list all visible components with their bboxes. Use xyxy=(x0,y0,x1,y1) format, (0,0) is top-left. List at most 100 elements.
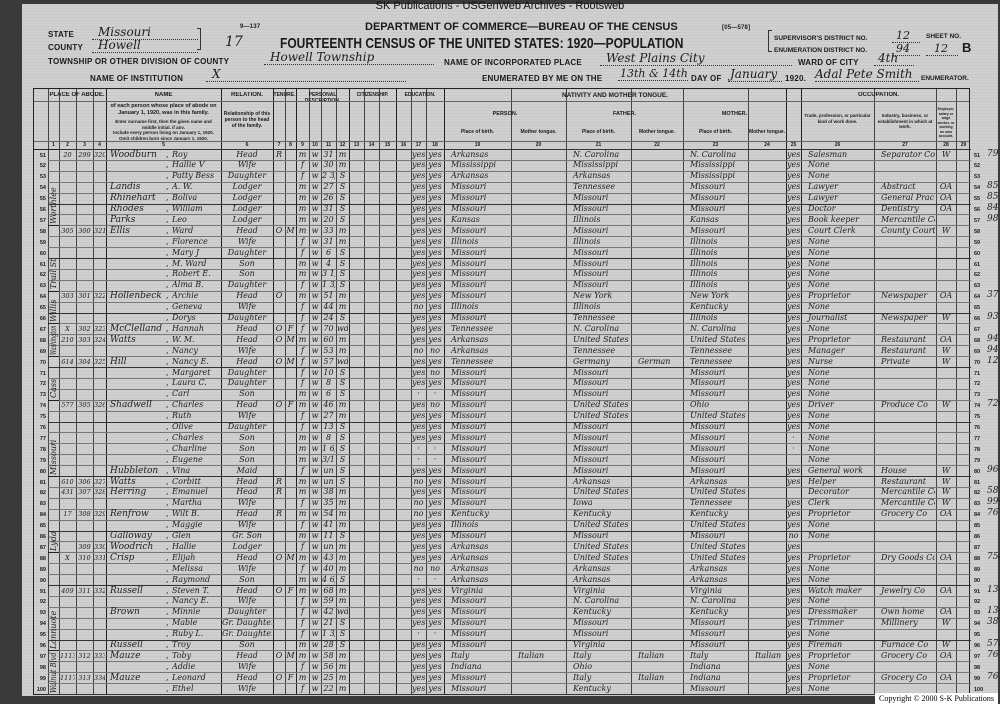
cell-age: 31 xyxy=(323,236,334,246)
street-name: Lyda xyxy=(49,531,58,551)
column-number: 5 xyxy=(162,142,165,148)
cell-age: 33 xyxy=(323,225,334,235)
cell-race: w xyxy=(311,476,319,486)
cell-wr: yes xyxy=(428,509,442,519)
cell-f: 324 xyxy=(94,335,105,344)
cell-wr: yes xyxy=(428,520,442,530)
given-name: Ruby L. xyxy=(172,629,204,639)
cell-mar: S xyxy=(339,214,346,224)
cell-d: 308 xyxy=(78,510,91,519)
cell-occ: None xyxy=(808,258,830,268)
row-divider xyxy=(48,268,971,270)
cell-eng: yes xyxy=(787,585,800,595)
cell-race: w xyxy=(311,269,319,279)
cell-bp: Kentucky xyxy=(451,509,489,519)
cell-cls: W xyxy=(941,487,951,497)
cell-rel: Lodger xyxy=(232,204,262,213)
cell-sex: m xyxy=(298,400,307,410)
cell-rd: yes xyxy=(412,247,425,257)
cell-fbp: Virginia xyxy=(573,585,606,595)
cell-ten: R xyxy=(275,149,283,159)
cell-age: 13 xyxy=(323,422,334,431)
cell-sex: f xyxy=(301,323,304,333)
cell-h: 1117 xyxy=(60,673,75,682)
cell-bp: Missouri xyxy=(451,498,487,508)
cell-eng: yes xyxy=(787,247,800,257)
cell-mort: F xyxy=(287,585,294,595)
cell-wr: · xyxy=(433,389,437,399)
page-title: FOURTEENTH CENSUS OF THE UNITED STATES: … xyxy=(280,35,684,52)
column-divider xyxy=(336,89,337,694)
cell-eng: yes xyxy=(787,422,800,431)
name-comma: , xyxy=(166,498,169,508)
column-number: 22 xyxy=(654,142,660,148)
column-divider xyxy=(396,89,397,694)
line-number-right: 74 xyxy=(974,403,981,410)
cell-bp: Missouri xyxy=(451,400,487,410)
street-divider xyxy=(48,290,59,292)
cell-race: w xyxy=(311,345,319,355)
cell-mar: S xyxy=(339,629,346,639)
cell-rd: no xyxy=(413,509,424,519)
cell-mbp: N. Carolina xyxy=(690,596,737,606)
cell-race: w xyxy=(311,509,319,519)
column-divider xyxy=(59,89,60,694)
cell-eng: yes xyxy=(787,313,800,322)
cell-mar: m xyxy=(338,291,347,301)
cell-cls: OA xyxy=(939,291,953,301)
form-number: 9—137 xyxy=(240,24,261,30)
cell-wr: yes xyxy=(428,531,442,540)
row-divider xyxy=(48,345,971,347)
cell-rd: yes xyxy=(412,214,425,224)
column-number: 2 xyxy=(66,142,69,148)
cell-cls: OA xyxy=(939,585,953,595)
cell-mar: m xyxy=(338,585,347,595)
column-header: FATHER. xyxy=(612,111,637,117)
cell-mbp: Mississippi xyxy=(690,171,736,181)
cell-f: 323 xyxy=(94,324,105,333)
cell-ind: Abstract xyxy=(881,182,916,192)
column-number: 1 xyxy=(52,142,55,148)
cell-rel: Lodger xyxy=(232,193,262,203)
cell-age: 40 xyxy=(323,563,334,573)
column-header: Mother tongue. xyxy=(638,129,676,135)
column-number: 21 xyxy=(595,142,602,148)
cell-ind: Grocery Co xyxy=(881,509,928,519)
cell-fbp: Tennessee xyxy=(573,313,616,322)
cell-fbp: Illinois xyxy=(573,214,601,224)
column-number: 28 xyxy=(943,142,949,148)
cell-wr: yes xyxy=(428,650,442,660)
cell-wr: yes xyxy=(428,683,442,693)
name-comma: , xyxy=(166,214,169,224)
line-number: 99 xyxy=(39,675,46,682)
line-number-right: 52 xyxy=(974,163,981,170)
margin-note: 12 xyxy=(987,355,999,366)
surname: Renfrow xyxy=(110,509,149,520)
cell-age: 58 xyxy=(323,650,334,660)
cell-bp: Missouri xyxy=(451,280,487,290)
name-comma: , xyxy=(166,313,169,322)
cell-cls: OA xyxy=(939,193,953,203)
margin-note: 79 xyxy=(987,148,999,159)
cell-cls: W xyxy=(941,400,951,410)
cell-age: 38 xyxy=(323,487,334,497)
cell-age: 20 xyxy=(323,214,334,224)
cell-sex: m xyxy=(298,574,307,584)
line-number: 86 xyxy=(39,534,46,540)
column-number: 8 xyxy=(289,142,292,148)
cell-cls: W xyxy=(941,476,951,486)
given-name: Archie xyxy=(172,291,199,301)
cell-mar: m xyxy=(338,563,347,573)
cell-occ: None xyxy=(808,520,830,530)
cell-fbp: Ohio xyxy=(573,661,593,671)
ed-label: ENUMERATION DISTRICT NO. xyxy=(774,47,868,54)
cell-bp: Arkansas xyxy=(451,563,489,573)
row-divider xyxy=(48,377,971,379)
row-divider xyxy=(48,236,971,238)
cell-bp: Missouri xyxy=(451,367,487,377)
cell-age: 21 xyxy=(323,618,334,628)
surname: Brown xyxy=(110,607,140,618)
day-of-label: DAY OF xyxy=(691,74,722,83)
street-divider xyxy=(48,552,59,554)
cell-race: w xyxy=(311,498,319,508)
